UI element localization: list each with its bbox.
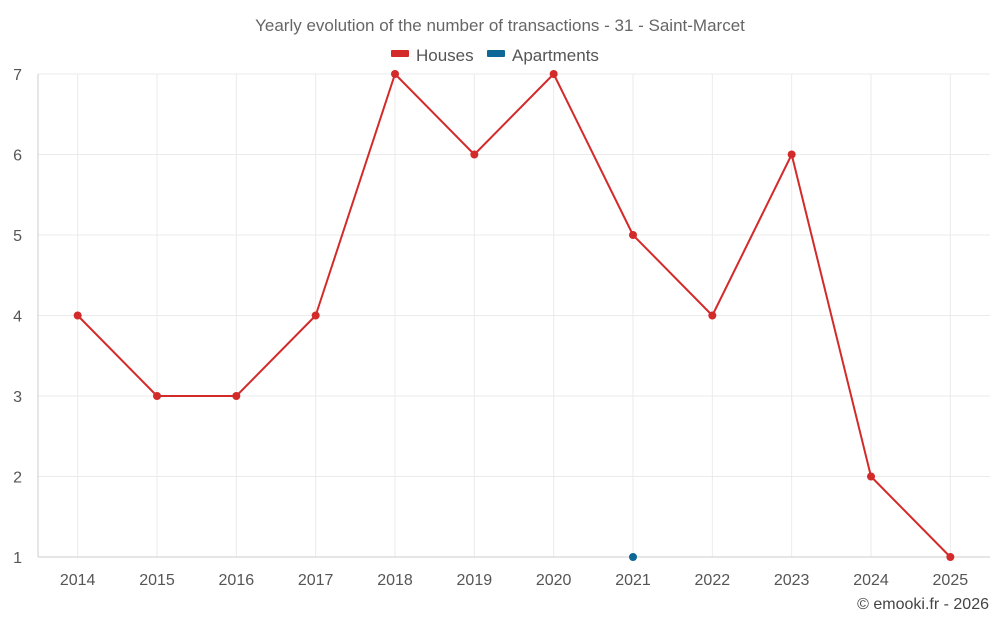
- data-point-houses-2019[interactable]: [470, 150, 479, 159]
- legend-swatch-houses: [391, 50, 409, 57]
- data-point-houses-2025[interactable]: [946, 553, 955, 561]
- data-point-houses-2022[interactable]: [708, 311, 717, 320]
- x-tick-label: 2014: [60, 572, 96, 589]
- data-point-houses-2021[interactable]: [629, 231, 637, 239]
- legend-label-houses: Houses: [416, 46, 474, 65]
- data-point-apartments-2021[interactable]: [629, 553, 637, 561]
- data-point-houses-2020[interactable]: [549, 70, 558, 78]
- x-tick-label: 2023: [774, 572, 810, 589]
- legend-item-apartments[interactable]: Apartments: [487, 46, 599, 65]
- y-tick-label: 1: [13, 550, 22, 567]
- data-point-houses-2023[interactable]: [787, 150, 796, 159]
- y-tick-label: 3: [13, 389, 22, 406]
- data-point-houses-2015[interactable]: [153, 392, 161, 400]
- x-tick-label: 2016: [219, 572, 255, 589]
- data-point-houses-2024[interactable]: [867, 472, 875, 481]
- x-tick-label: 2020: [536, 572, 572, 589]
- data-point-houses-2018[interactable]: [391, 70, 399, 78]
- chart-title: Yearly evolution of the number of transa…: [255, 16, 745, 35]
- x-tick-label: 2018: [377, 572, 413, 589]
- legend-item-houses[interactable]: Houses: [391, 46, 474, 65]
- series-line-houses: [76, 73, 952, 558]
- y-tick-label: 2: [13, 470, 22, 487]
- credit-text: © emooki.fr - 2026: [857, 596, 989, 613]
- series: [73, 70, 955, 561]
- data-point-houses-2017[interactable]: [311, 311, 320, 320]
- data-point-houses-2014[interactable]: [73, 311, 82, 320]
- x-tick-label: 2015: [139, 572, 175, 589]
- x-tick-label: 2021: [615, 572, 651, 589]
- y-tick-label: 5: [13, 228, 22, 245]
- legend: Houses Apartments: [391, 46, 599, 65]
- data-point-houses-2016[interactable]: [232, 392, 241, 400]
- legend-label-apartments: Apartments: [512, 46, 599, 65]
- y-tick-label: 4: [13, 309, 22, 326]
- grid: [38, 73, 990, 557]
- x-tick-label: 2022: [695, 572, 731, 589]
- x-tick-label: 2017: [298, 572, 334, 589]
- y-tick-label: 7: [13, 67, 22, 84]
- x-tick-label: 2024: [853, 572, 889, 589]
- x-tick-label: 2025: [933, 572, 969, 589]
- legend-swatch-apartments: [487, 50, 505, 57]
- x-tick-label: 2019: [457, 572, 493, 589]
- y-tick-label: 6: [13, 148, 22, 165]
- axes: 1 2 3 4 5 6 7 2014 2015 2016 2017 2018 2019 2020 2021 2…: [13, 67, 990, 589]
